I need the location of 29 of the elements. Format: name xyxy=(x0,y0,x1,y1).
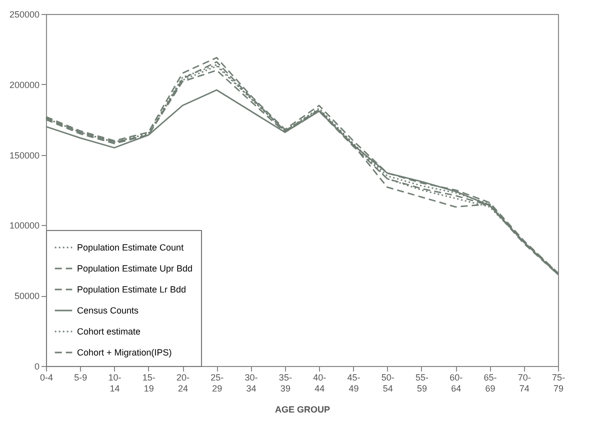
x-tick-label: 75-79 xyxy=(552,372,566,394)
x-tick-label: 40-44 xyxy=(313,372,326,394)
legend-label: Population Estimate Lr Bdd xyxy=(77,284,186,294)
x-tick-label: 5-9 xyxy=(74,372,88,382)
x-tick-label: 60-64 xyxy=(450,372,463,394)
legend-label: Population Estimate Upr Bdd xyxy=(77,264,193,274)
x-tick-label: 50-54 xyxy=(381,372,394,394)
legend-label: Census Counts xyxy=(77,306,140,316)
y-tick-label: 200000 xyxy=(9,80,40,90)
x-tick-label: 65-69 xyxy=(484,372,497,394)
x-tick-label: 35-39 xyxy=(278,372,292,394)
x-tick-label: 30-34 xyxy=(244,372,258,394)
legend-label: Population Estimate Count xyxy=(77,242,184,252)
x-tick-label: 70-74 xyxy=(518,372,531,394)
y-tick-label: 0 xyxy=(34,362,40,372)
legend-label: Cohort + Migration(IPS) xyxy=(77,348,172,358)
y-tick-label: 50000 xyxy=(14,291,40,302)
y-tick-label: 150000 xyxy=(9,150,40,160)
y-tick-label: 100000 xyxy=(9,220,40,231)
x-tick-label: 10-14 xyxy=(108,372,122,394)
x-tick-label: 0-4 xyxy=(40,372,54,382)
x-tick-label: 15-19 xyxy=(142,372,156,394)
x-axis-title: AGE GROUP xyxy=(274,404,330,414)
x-tick-label: 55-59 xyxy=(415,372,428,394)
legend-label: Cohort estimate xyxy=(77,326,141,336)
y-tick-label: 250000 xyxy=(9,10,40,20)
x-tick-label: 20-24 xyxy=(176,372,190,394)
x-tick-label: 25-29 xyxy=(210,372,224,394)
x-tick-label: 45-49 xyxy=(347,372,360,394)
